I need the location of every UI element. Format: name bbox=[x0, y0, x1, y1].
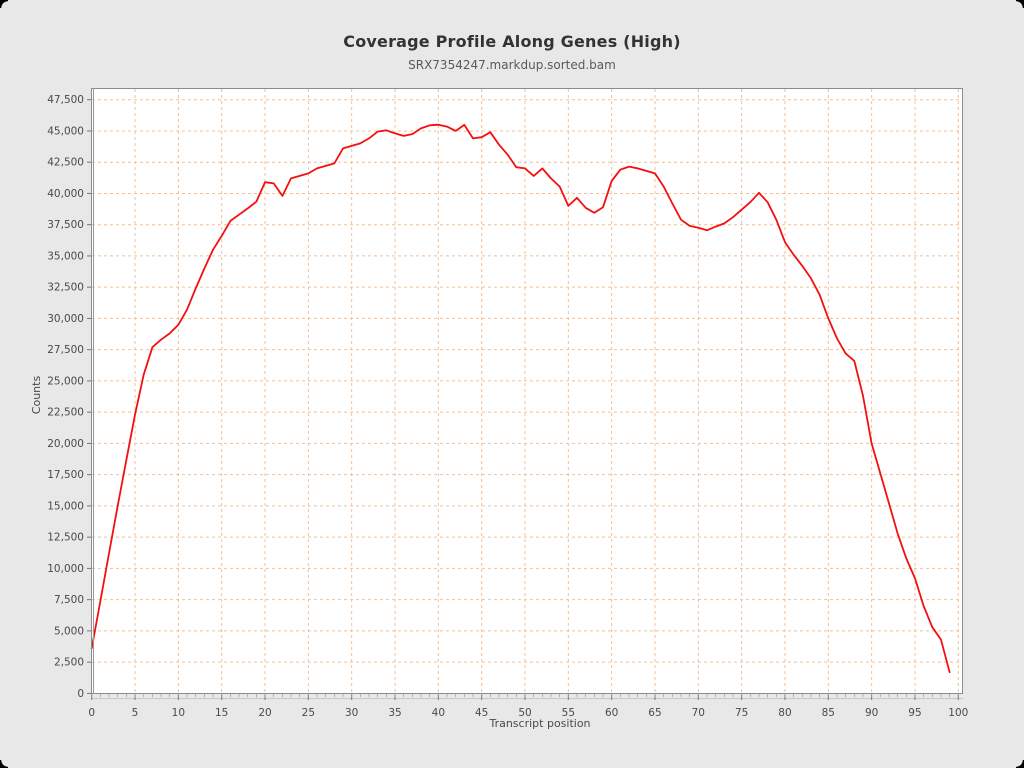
x-tick-label: 20 bbox=[258, 707, 271, 719]
coverage-series-line bbox=[90, 123, 951, 674]
y-tick-label: 5,000 bbox=[54, 625, 84, 637]
grid-lines bbox=[92, 89, 962, 693]
x-tick-label: 40 bbox=[432, 707, 445, 719]
y-tick-label: 17,500 bbox=[47, 469, 84, 481]
y-axis-label: Counts bbox=[30, 375, 43, 415]
x-tick-label: 30 bbox=[345, 707, 358, 719]
y-tick-label: 42,500 bbox=[47, 157, 84, 169]
y-tick-label: 45,000 bbox=[47, 125, 84, 137]
x-tick-label: 5 bbox=[132, 707, 139, 719]
y-tick-label: 27,500 bbox=[47, 344, 84, 356]
window-rounded-corner bbox=[0, 0, 8, 8]
x-tick-label: 25 bbox=[302, 707, 315, 719]
y-tick-label: 12,500 bbox=[47, 532, 84, 544]
y-tick-label: 30,000 bbox=[47, 313, 84, 325]
y-tick-label: 22,500 bbox=[47, 407, 84, 419]
x-tick-label: 45 bbox=[475, 707, 488, 719]
y-tick-label: 37,500 bbox=[47, 219, 84, 231]
y-tick-labels: 0 2,500 5,000 7,500 10,000 12,500 15,000 17,500… bbox=[47, 94, 84, 700]
x-tick-label: 35 bbox=[388, 707, 401, 719]
x-tick-label: 95 bbox=[908, 707, 921, 719]
x-tick-labels: 0 5 10 15 20 25 30 35 40 45 50 55 60 65 70 75 80 85 90 95 10… bbox=[88, 707, 968, 719]
window-rounded-corner bbox=[0, 760, 8, 768]
y-tick-label: 25,000 bbox=[47, 375, 84, 387]
x-tick-label: 15 bbox=[215, 707, 228, 719]
chart-title: Coverage Profile Along Genes (High) bbox=[343, 32, 681, 51]
plot-area bbox=[91, 88, 963, 694]
y-tick-label: 20,000 bbox=[47, 438, 84, 450]
x-axis-minor-ticks bbox=[91, 694, 959, 698]
x-tick-label: 75 bbox=[735, 707, 748, 719]
x-tick-label: 65 bbox=[648, 707, 661, 719]
y-tick-label: 35,000 bbox=[47, 250, 84, 262]
y-tick-label: 7,500 bbox=[54, 594, 84, 606]
x-tick-label: 10 bbox=[172, 707, 185, 719]
chart-subtitle: SRX7354247.markdup.sorted.bam bbox=[408, 58, 616, 72]
y-tick-label: 47,500 bbox=[47, 94, 84, 106]
x-tick-label: 70 bbox=[692, 707, 705, 719]
x-axis-label: Transcript position bbox=[489, 717, 591, 730]
x-tick-label: 55 bbox=[562, 707, 575, 719]
x-tick-label: 60 bbox=[605, 707, 618, 719]
x-tick-label: 50 bbox=[518, 707, 531, 719]
y-tick-label: 32,500 bbox=[47, 282, 84, 294]
y-tick-label: 15,000 bbox=[47, 500, 84, 512]
x-tick-label: 80 bbox=[778, 707, 791, 719]
y-tick-label: 2,500 bbox=[54, 657, 84, 669]
x-tick-label: 100 bbox=[948, 707, 968, 719]
y-tick-label: 0 bbox=[77, 688, 84, 700]
plot-frame bbox=[91, 88, 963, 694]
window-rounded-corner bbox=[1016, 760, 1024, 768]
window-rounded-corner bbox=[1016, 0, 1024, 8]
x-tick-label: 85 bbox=[822, 707, 835, 719]
y-tick-label: 40,000 bbox=[47, 188, 84, 200]
x-tick-label: 90 bbox=[865, 707, 878, 719]
y-tick-label: 10,000 bbox=[47, 563, 84, 575]
x-tick-label: 0 bbox=[88, 707, 95, 719]
